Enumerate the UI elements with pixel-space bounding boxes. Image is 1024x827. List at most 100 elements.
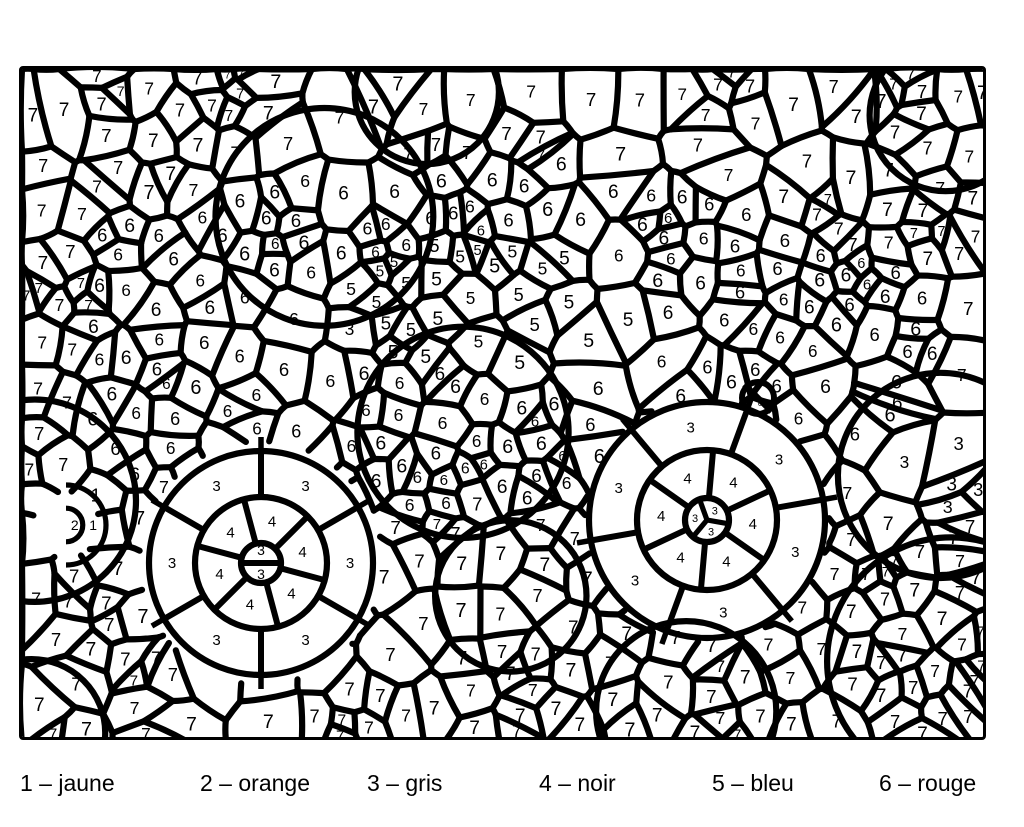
svg-text:7: 7 <box>472 493 482 514</box>
svg-text:7: 7 <box>188 180 198 200</box>
svg-text:4: 4 <box>749 516 757 533</box>
svg-text:6: 6 <box>461 461 470 478</box>
svg-text:6: 6 <box>121 347 132 369</box>
svg-text:7: 7 <box>624 719 635 740</box>
svg-text:6: 6 <box>336 243 347 264</box>
svg-text:7: 7 <box>851 106 862 128</box>
svg-text:7: 7 <box>134 509 145 530</box>
svg-text:7: 7 <box>84 298 93 315</box>
svg-text:7: 7 <box>963 706 973 727</box>
svg-text:6: 6 <box>917 288 927 309</box>
svg-text:7: 7 <box>224 108 233 125</box>
svg-text:7: 7 <box>283 133 293 154</box>
svg-text:7: 7 <box>909 579 920 601</box>
svg-text:6: 6 <box>338 184 349 205</box>
svg-text:5: 5 <box>432 308 443 330</box>
svg-text:6: 6 <box>646 185 656 205</box>
svg-text:4: 4 <box>226 525 234 542</box>
svg-text:7: 7 <box>745 76 755 96</box>
svg-text:7: 7 <box>938 224 946 240</box>
svg-text:7: 7 <box>829 77 839 97</box>
svg-text:5: 5 <box>388 343 399 364</box>
svg-text:6: 6 <box>927 344 938 365</box>
svg-text:6: 6 <box>97 225 107 246</box>
svg-text:5: 5 <box>406 320 416 340</box>
svg-text:7: 7 <box>908 677 918 698</box>
svg-text:7: 7 <box>429 697 440 719</box>
svg-text:7: 7 <box>24 460 34 480</box>
svg-text:7: 7 <box>930 661 940 681</box>
svg-text:7: 7 <box>239 69 245 79</box>
svg-text:7: 7 <box>457 648 468 669</box>
svg-text:7: 7 <box>22 288 30 304</box>
svg-text:6: 6 <box>240 287 250 307</box>
svg-text:3: 3 <box>345 319 355 339</box>
svg-text:6: 6 <box>239 244 250 266</box>
svg-text:7: 7 <box>175 100 185 121</box>
svg-text:7: 7 <box>86 639 97 661</box>
svg-text:7: 7 <box>28 106 39 127</box>
svg-text:6: 6 <box>657 352 667 372</box>
svg-text:7: 7 <box>113 158 123 178</box>
svg-text:7: 7 <box>917 81 927 102</box>
svg-text:7: 7 <box>955 583 965 603</box>
svg-text:5: 5 <box>474 332 484 352</box>
svg-text:3: 3 <box>943 497 953 517</box>
svg-text:3: 3 <box>719 605 727 622</box>
svg-text:6: 6 <box>891 371 902 393</box>
svg-text:6: 6 <box>131 403 141 423</box>
svg-text:6: 6 <box>480 457 488 473</box>
svg-text:6: 6 <box>199 333 210 354</box>
svg-text:6: 6 <box>542 199 553 221</box>
svg-text:7: 7 <box>786 715 797 736</box>
svg-text:5: 5 <box>401 273 411 293</box>
svg-text:6: 6 <box>531 465 541 486</box>
svg-text:6: 6 <box>217 226 228 247</box>
svg-text:6: 6 <box>162 376 171 393</box>
svg-text:6: 6 <box>204 298 215 319</box>
svg-text:5: 5 <box>381 314 392 335</box>
svg-text:7: 7 <box>101 125 111 146</box>
svg-text:7: 7 <box>310 706 320 726</box>
svg-text:6: 6 <box>113 244 123 264</box>
svg-text:6: 6 <box>863 276 871 293</box>
svg-text:7: 7 <box>496 543 507 565</box>
svg-text:6: 6 <box>522 488 533 509</box>
svg-text:6: 6 <box>637 214 648 236</box>
svg-text:7: 7 <box>532 586 542 606</box>
svg-text:7: 7 <box>193 134 204 156</box>
svg-text:6: 6 <box>480 389 490 409</box>
svg-text:6: 6 <box>381 214 391 234</box>
svg-text:7: 7 <box>551 698 562 720</box>
svg-text:6: 6 <box>448 203 458 224</box>
svg-text:7: 7 <box>101 593 111 614</box>
svg-text:7: 7 <box>916 104 927 125</box>
svg-text:6: 6 <box>816 246 826 266</box>
svg-text:6: 6 <box>389 182 400 203</box>
svg-text:5: 5 <box>623 310 634 331</box>
svg-text:7: 7 <box>883 160 894 182</box>
svg-text:7: 7 <box>897 645 908 667</box>
svg-text:6: 6 <box>663 303 674 324</box>
svg-text:6: 6 <box>704 194 714 215</box>
svg-text:7: 7 <box>971 227 981 247</box>
svg-text:6: 6 <box>608 182 619 203</box>
svg-text:7: 7 <box>817 639 827 659</box>
svg-text:3: 3 <box>257 542 265 558</box>
svg-text:7: 7 <box>141 724 151 740</box>
svg-text:6: 6 <box>371 472 382 493</box>
svg-text:6: 6 <box>585 414 595 435</box>
svg-text:7: 7 <box>842 483 852 503</box>
svg-text:7: 7 <box>526 82 536 102</box>
svg-text:6: 6 <box>844 294 854 315</box>
svg-text:7: 7 <box>168 664 178 685</box>
svg-text:6: 6 <box>808 342 818 361</box>
svg-text:7: 7 <box>917 724 928 740</box>
svg-text:7: 7 <box>728 69 736 82</box>
svg-text:6: 6 <box>890 262 900 283</box>
svg-text:6: 6 <box>107 385 118 406</box>
svg-text:5: 5 <box>376 264 385 281</box>
svg-text:3: 3 <box>257 566 265 582</box>
svg-text:7: 7 <box>336 728 344 740</box>
svg-text:7: 7 <box>715 708 725 728</box>
